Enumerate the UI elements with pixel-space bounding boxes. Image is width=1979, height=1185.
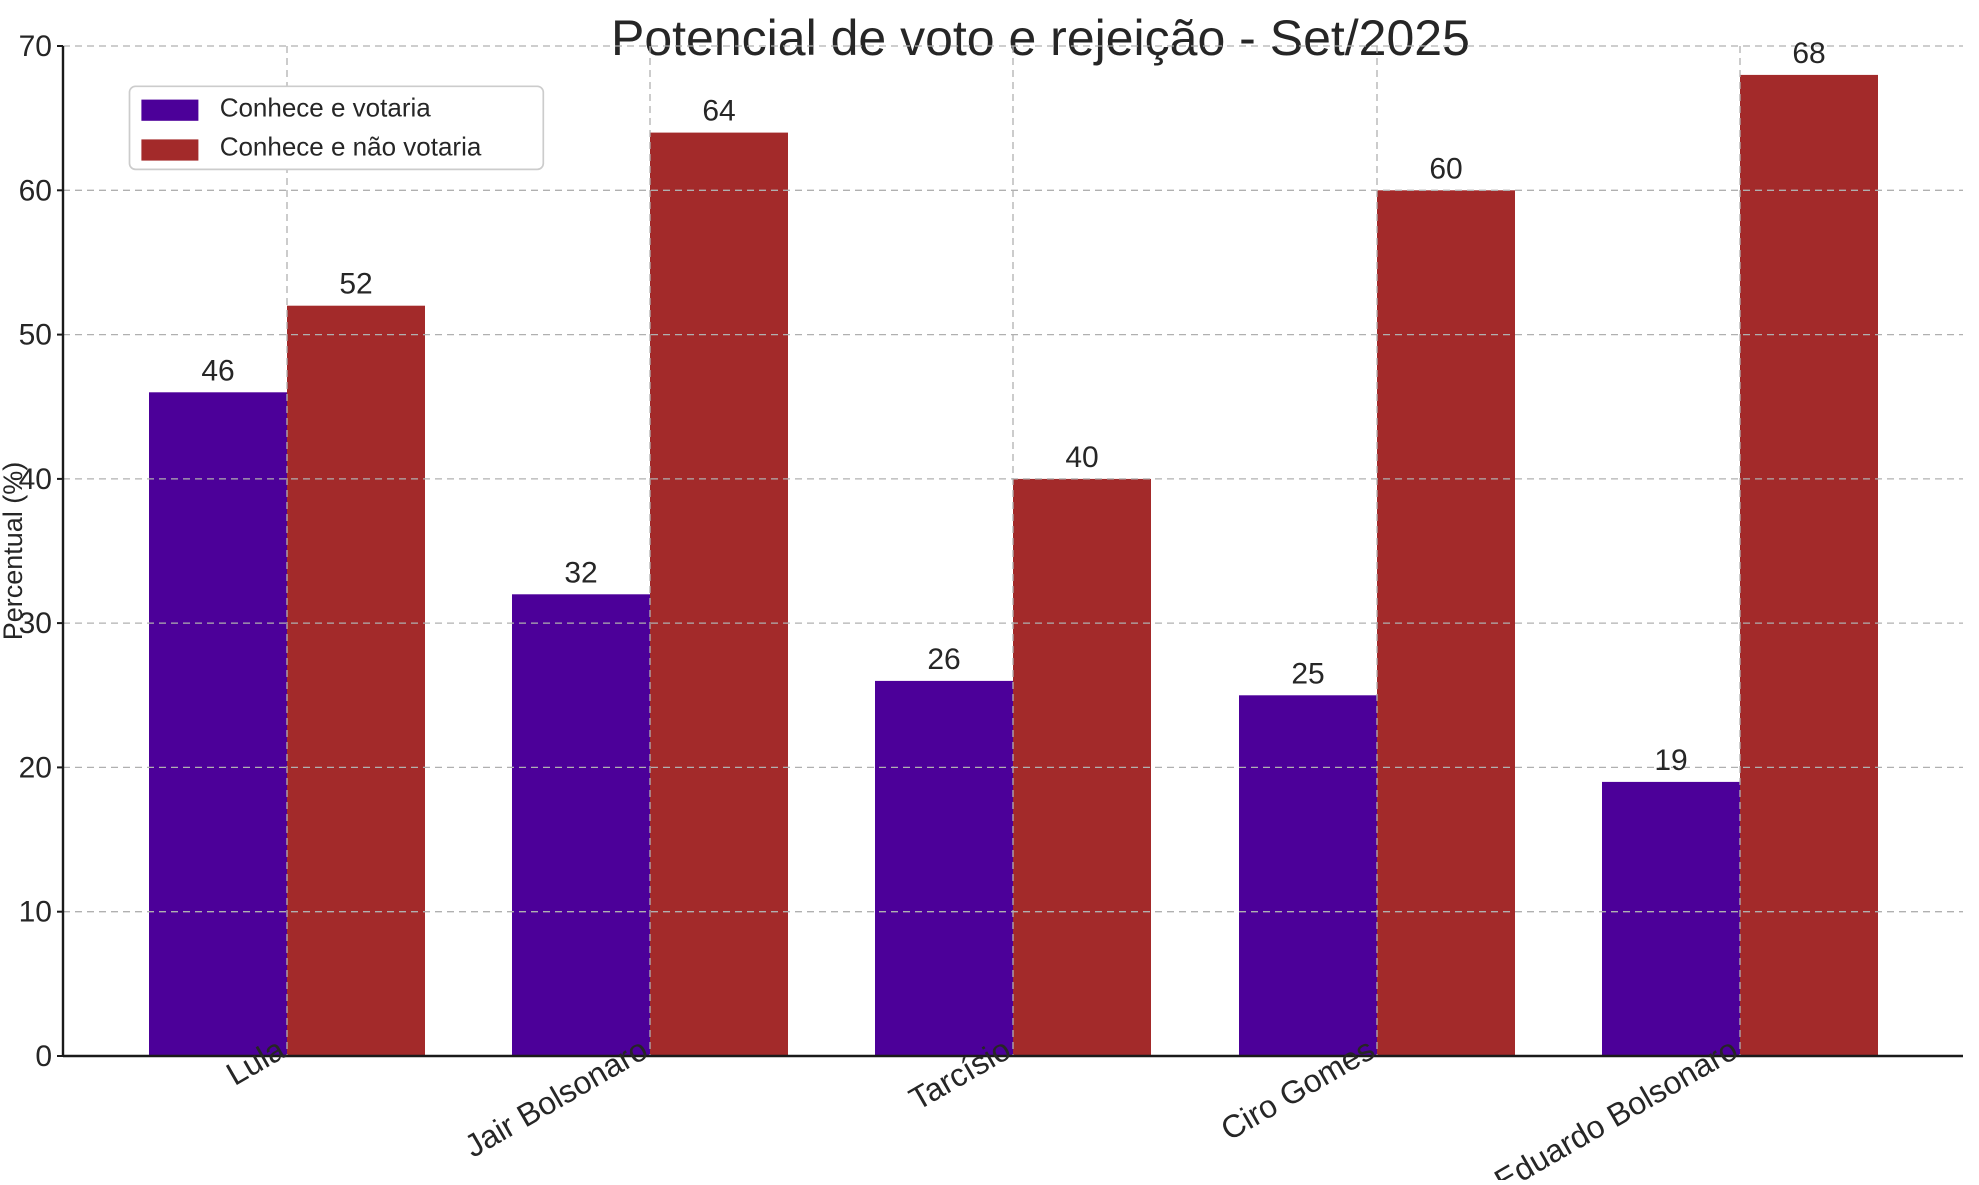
svg-text:32: 32 <box>564 556 597 589</box>
svg-text:25: 25 <box>1291 657 1324 690</box>
svg-text:26: 26 <box>927 643 960 676</box>
svg-text:52: 52 <box>339 268 372 301</box>
svg-text:Potencial de voto e rejeição -: Potencial de voto e rejeição - Set/2025 <box>611 10 1470 66</box>
svg-text:64: 64 <box>702 95 735 128</box>
svg-text:19: 19 <box>1654 744 1687 777</box>
svg-text:10: 10 <box>19 896 52 929</box>
svg-text:Percentual (%): Percentual (%) <box>0 462 28 641</box>
svg-text:68: 68 <box>1792 37 1825 70</box>
svg-text:Conhece e não votaria: Conhece e não votaria <box>220 131 482 161</box>
svg-text:0: 0 <box>35 1040 52 1073</box>
svg-text:40: 40 <box>1065 441 1098 474</box>
svg-text:46: 46 <box>201 354 234 387</box>
svg-text:20: 20 <box>19 751 52 784</box>
svg-text:60: 60 <box>19 174 52 207</box>
svg-text:50: 50 <box>19 319 52 352</box>
svg-text:70: 70 <box>19 30 52 63</box>
svg-text:60: 60 <box>1429 152 1462 185</box>
svg-text:Conhece e votaria: Conhece e votaria <box>220 92 432 122</box>
